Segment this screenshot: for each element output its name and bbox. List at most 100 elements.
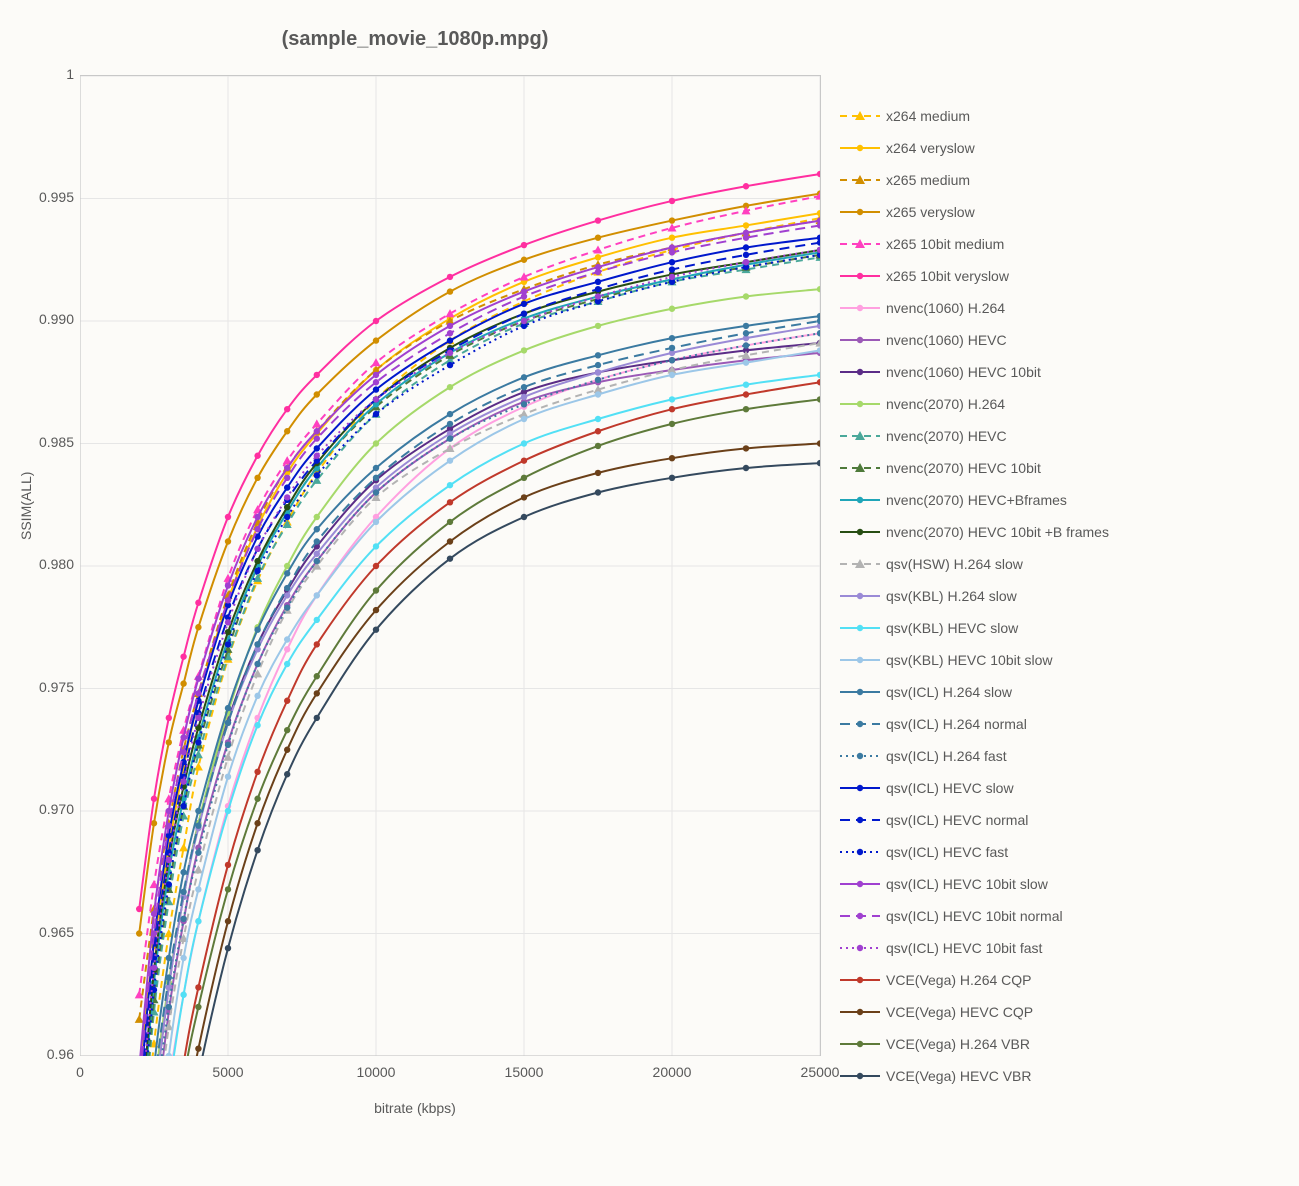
legend-label: qsv(ICL) HEVC normal: [886, 813, 1028, 827]
legend-item: qsv(ICL) HEVC 10bit fast: [840, 932, 1109, 964]
legend-label: nvenc(2070) HEVC+Bframes: [886, 493, 1067, 507]
legend-swatch: [840, 1037, 880, 1051]
legend-label: qsv(ICL) H.264 slow: [886, 685, 1012, 699]
legend-item: VCE(Vega) HEVC VBR: [840, 1060, 1109, 1092]
legend-label: VCE(Vega) HEVC CQP: [886, 1005, 1033, 1019]
legend-label: qsv(ICL) HEVC 10bit slow: [886, 877, 1048, 891]
legend-label: x265 10bit medium: [886, 237, 1004, 251]
legend-label: nvenc(2070) H.264: [886, 397, 1005, 411]
legend-swatch: [840, 461, 880, 475]
legend-swatch: [840, 781, 880, 795]
legend-label: x265 veryslow: [886, 205, 975, 219]
legend-item: nvenc(1060) HEVC 10bit: [840, 356, 1109, 388]
legend-item: nvenc(2070) HEVC 10bit: [840, 452, 1109, 484]
legend-label: VCE(Vega) H.264 CQP: [886, 973, 1032, 987]
legend-swatch: [840, 141, 880, 155]
legend-item: qsv(ICL) HEVC 10bit slow: [840, 868, 1109, 900]
legend-swatch: [840, 589, 880, 603]
legend-label: x264 veryslow: [886, 141, 975, 155]
legend-swatch: [840, 237, 880, 251]
legend-item: qsv(ICL) H.264 fast: [840, 740, 1109, 772]
legend-label: qsv(ICL) H.264 normal: [886, 717, 1027, 731]
legend-item: qsv(HSW) H.264 slow: [840, 548, 1109, 580]
legend-item: nvenc(1060) H.264: [840, 292, 1109, 324]
y-tick: 0.985: [24, 434, 74, 450]
legend-item: x265 medium: [840, 164, 1109, 196]
legend-swatch: [840, 269, 880, 283]
legend-swatch: [840, 685, 880, 699]
legend-label: qsv(ICL) HEVC fast: [886, 845, 1008, 859]
legend-item: x264 veryslow: [840, 132, 1109, 164]
legend-item: qsv(ICL) HEVC fast: [840, 836, 1109, 868]
y-tick: 1: [24, 66, 74, 82]
legend-label: nvenc(2070) HEVC 10bit: [886, 461, 1041, 475]
legend-swatch: [840, 653, 880, 667]
legend-swatch: [840, 813, 880, 827]
legend-swatch: [840, 845, 880, 859]
legend-label: qsv(KBL) HEVC 10bit slow: [886, 653, 1053, 667]
legend-label: nvenc(1060) HEVC 10bit: [886, 365, 1041, 379]
x-tick: 0: [50, 1064, 110, 1080]
legend-swatch: [840, 941, 880, 955]
legend-item: qsv(ICL) H.264 slow: [840, 676, 1109, 708]
legend-label: VCE(Vega) H.264 VBR: [886, 1037, 1030, 1051]
legend-swatch: [840, 525, 880, 539]
legend-label: nvenc(1060) H.264: [886, 301, 1005, 315]
y-tick: 0.970: [24, 801, 74, 817]
legend-item: nvenc(2070) HEVC+Bframes: [840, 484, 1109, 516]
legend-item: nvenc(2070) H.264: [840, 388, 1109, 420]
x-tick: 5000: [198, 1064, 258, 1080]
legend-label: nvenc(2070) HEVC 10bit +B frames: [886, 525, 1109, 539]
y-tick: 0.96: [24, 1046, 74, 1062]
legend-item: x265 10bit medium: [840, 228, 1109, 260]
legend-swatch: [840, 429, 880, 443]
legend-swatch: [840, 749, 880, 763]
legend-item: x265 veryslow: [840, 196, 1109, 228]
legend-label: qsv(KBL) HEVC slow: [886, 621, 1018, 635]
legend-label: qsv(KBL) H.264 slow: [886, 589, 1017, 603]
legend-label: x265 medium: [886, 173, 970, 187]
y-tick: 0.965: [24, 924, 74, 940]
legend-item: nvenc(2070) HEVC: [840, 420, 1109, 452]
legend-swatch: [840, 173, 880, 187]
legend-swatch: [840, 621, 880, 635]
legend-swatch: [840, 909, 880, 923]
chart-title: (sample_movie_1080p.mpg): [0, 28, 830, 51]
legend-label: qsv(ICL) HEVC 10bit fast: [886, 941, 1042, 955]
y-tick: 0.980: [24, 556, 74, 572]
legend-item: x264 medium: [840, 100, 1109, 132]
legend-swatch: [840, 333, 880, 347]
x-tick: 15000: [494, 1064, 554, 1080]
x-tick: 20000: [642, 1064, 702, 1080]
legend-item: VCE(Vega) H.264 VBR: [840, 1028, 1109, 1060]
legend-item: qsv(ICL) HEVC normal: [840, 804, 1109, 836]
legend-label: qsv(ICL) HEVC slow: [886, 781, 1014, 795]
legend-swatch: [840, 1005, 880, 1019]
legend-swatch: [840, 717, 880, 731]
legend-label: qsv(HSW) H.264 slow: [886, 557, 1023, 571]
plot-svg: [80, 76, 820, 1056]
legend-item: qsv(ICL) HEVC 10bit normal: [840, 900, 1109, 932]
legend-label: qsv(ICL) HEVC 10bit normal: [886, 909, 1063, 923]
legend-label: x264 medium: [886, 109, 970, 123]
x-axis-label: bitrate (kbps): [0, 1100, 830, 1116]
legend-item: qsv(KBL) HEVC 10bit slow: [840, 644, 1109, 676]
legend-swatch: [840, 397, 880, 411]
y-tick: 0.975: [24, 679, 74, 695]
y-tick: 0.995: [24, 189, 74, 205]
x-tick: 10000: [346, 1064, 406, 1080]
plot-area: [80, 75, 821, 1056]
legend-label: VCE(Vega) HEVC VBR: [886, 1069, 1032, 1083]
legend-swatch: [840, 365, 880, 379]
legend-item: qsv(ICL) H.264 normal: [840, 708, 1109, 740]
legend-label: nvenc(2070) HEVC: [886, 429, 1007, 443]
legend-item: qsv(ICL) HEVC slow: [840, 772, 1109, 804]
legend-label: x265 10bit veryslow: [886, 269, 1009, 283]
legend-item: VCE(Vega) H.264 CQP: [840, 964, 1109, 996]
legend-label: nvenc(1060) HEVC: [886, 333, 1007, 347]
legend-swatch: [840, 301, 880, 315]
legend-swatch: [840, 973, 880, 987]
legend-swatch: [840, 877, 880, 891]
chart-container: (sample_movie_1080p.mpg) SSIM(ALL) bitra…: [0, 0, 1299, 1186]
y-tick: 0.990: [24, 311, 74, 327]
